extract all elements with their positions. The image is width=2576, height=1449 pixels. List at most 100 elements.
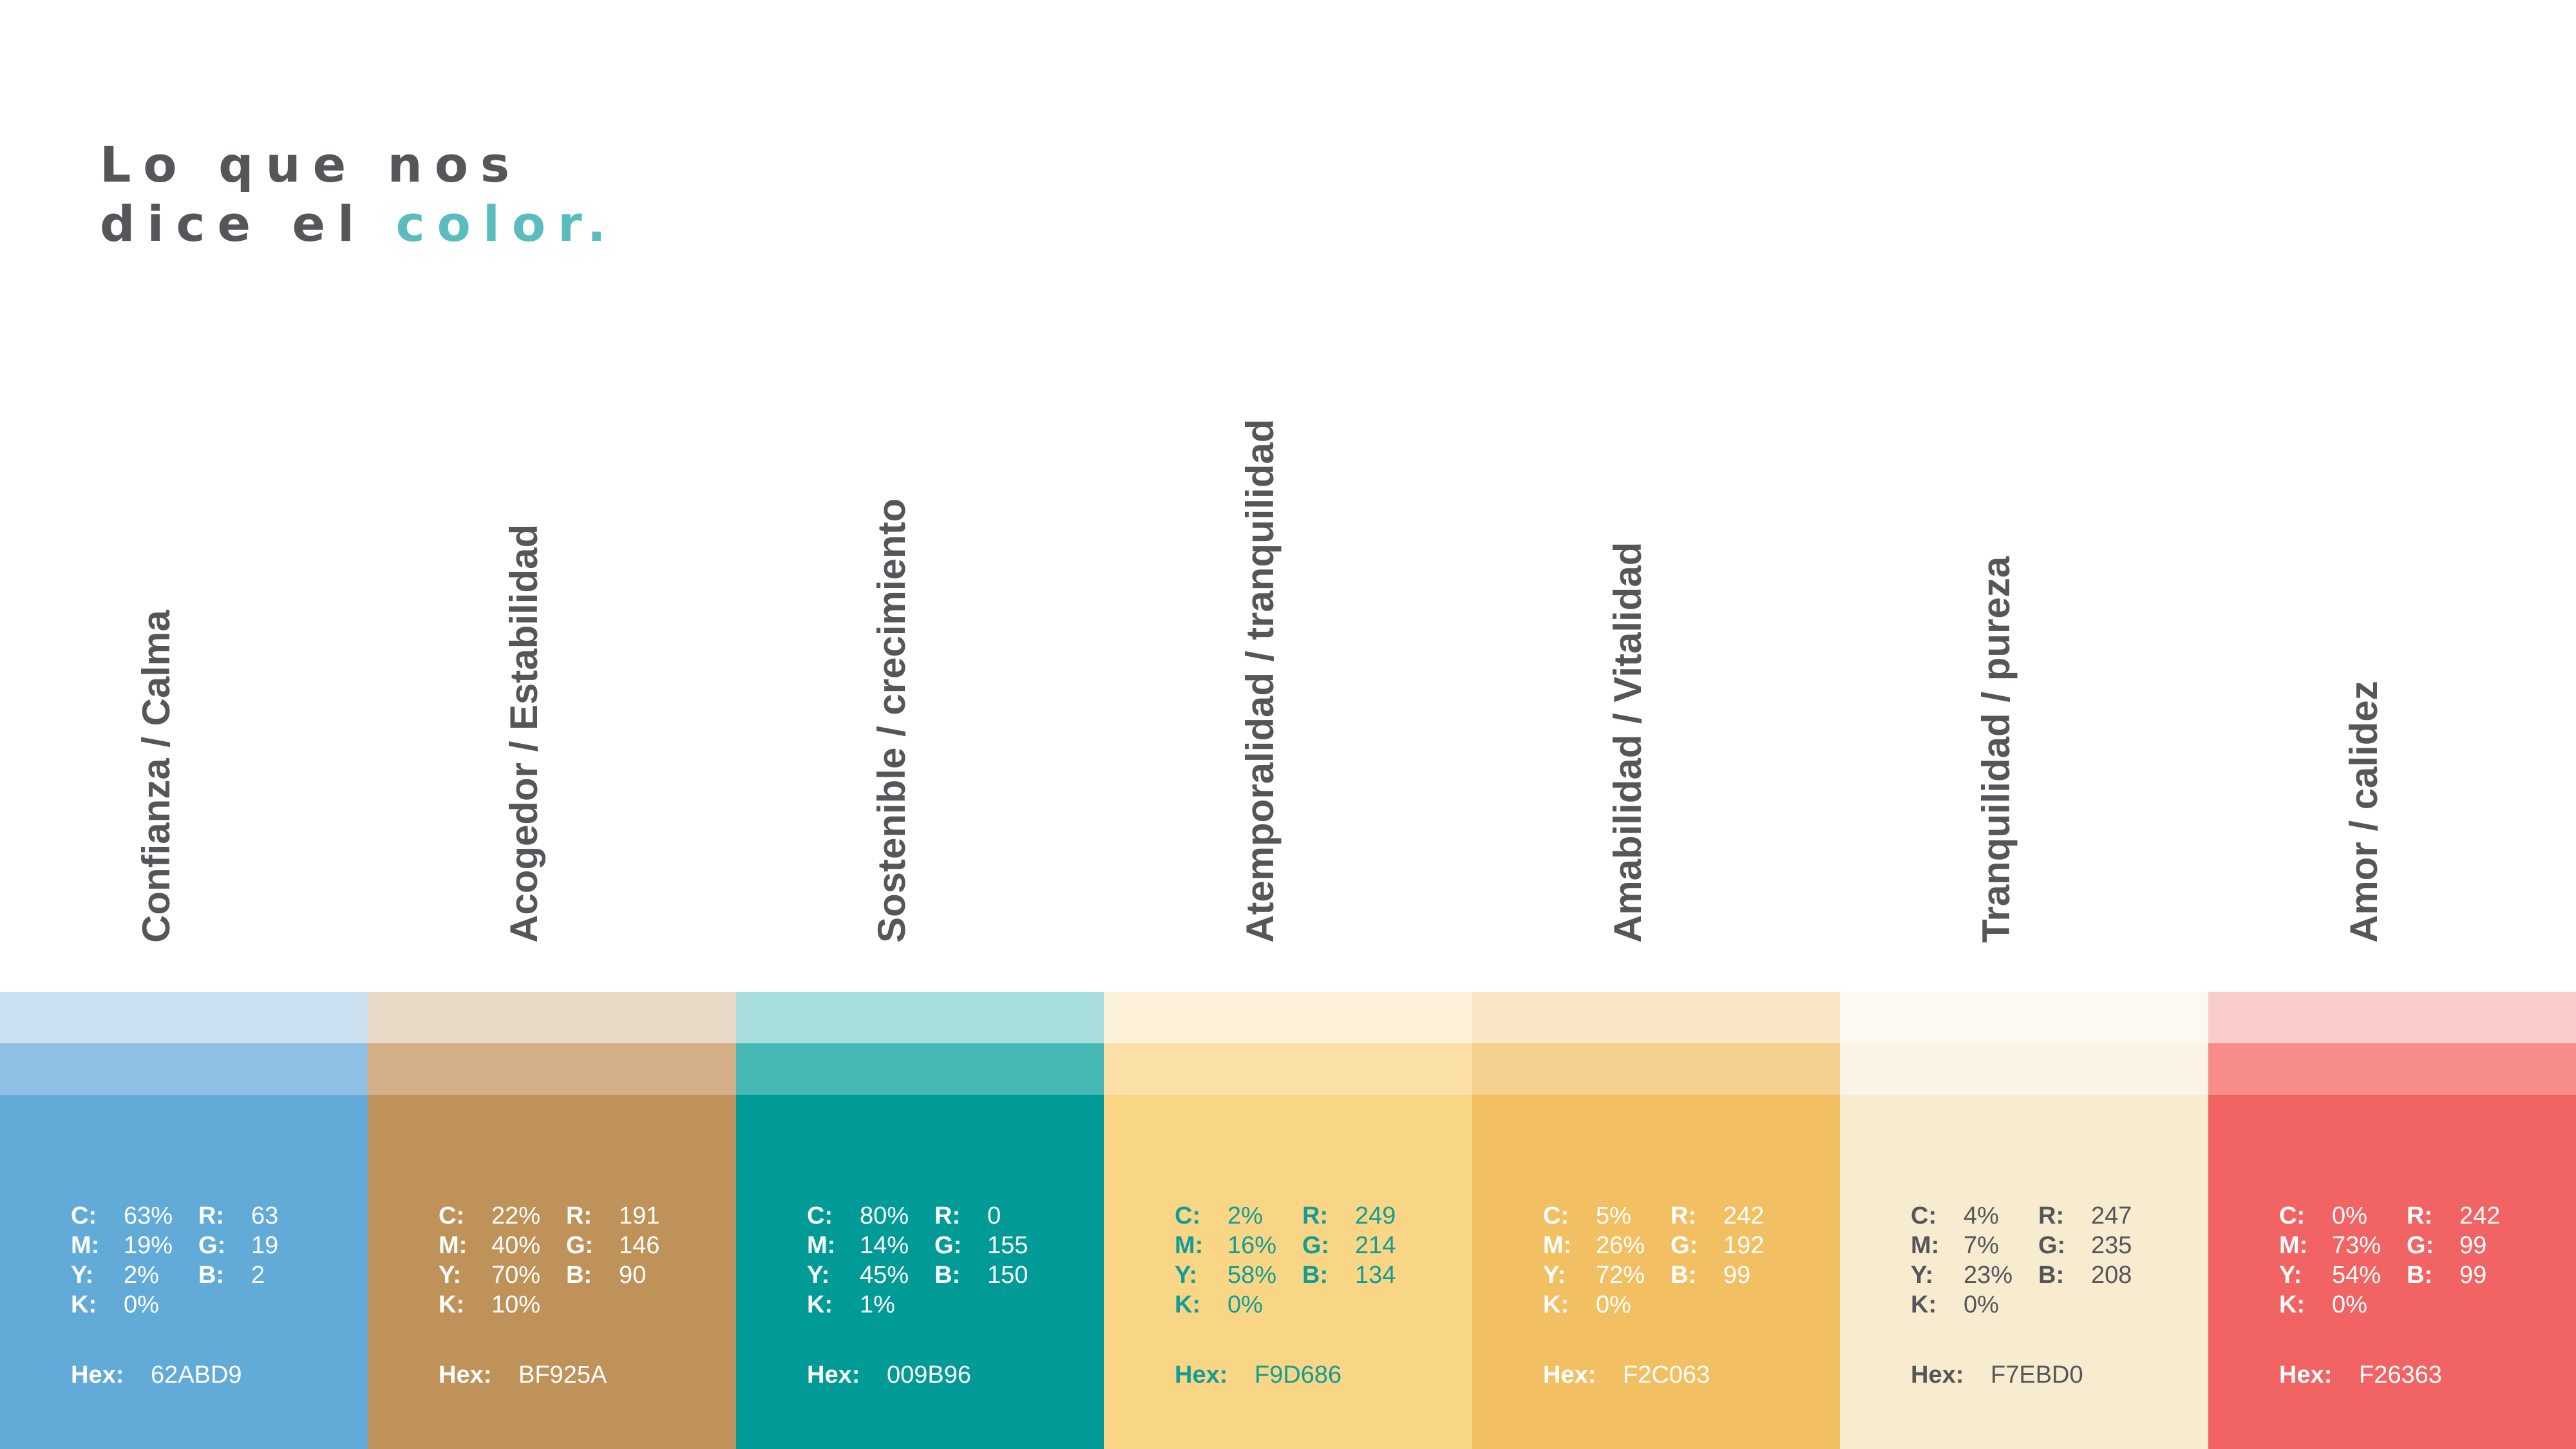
cyan-label: C: [2279, 1202, 2306, 1229]
red-value: 249 [1355, 1202, 1396, 1229]
blue-label: B: [566, 1262, 592, 1289]
spacer [1671, 1290, 1723, 1320]
cmyk-rgb-grid: C: 80% R: 0 M: 14% G: 155 Y: 45% B: 150 K: 1% [807, 1201, 1052, 1320]
title-accent-word: color. [395, 195, 618, 252]
cyan-label: C: [1911, 1202, 1937, 1229]
spacer [619, 1290, 683, 1320]
blue-value: 90 [619, 1262, 647, 1289]
yellow-value: 70% [491, 1262, 541, 1289]
page-title: Lo que nos dice el color. [100, 135, 618, 254]
label-column-2: Acogedor / Estabilidad [368, 0, 735, 953]
yellow-label: Y: [439, 1262, 462, 1289]
spacer [987, 1290, 1052, 1320]
title-line-2-prefix: dice el [100, 195, 396, 252]
magenta-value: 40% [491, 1232, 541, 1259]
hex-code-5: Hex: F2C063 [1543, 1360, 1710, 1390]
magenta-label: M: [439, 1232, 468, 1259]
green-label: G: [2038, 1232, 2066, 1259]
label-column-7: Amor / calidez [2208, 0, 2575, 953]
green-value: 214 [1355, 1232, 1396, 1259]
black-label: K: [1911, 1291, 1937, 1318]
blue-value: 208 [2091, 1262, 2132, 1289]
hex-code-2: Hex: BF925A [439, 1360, 607, 1390]
color-swatch-7 [2208, 992, 2576, 1449]
swatch-base-color [1104, 1095, 1472, 1449]
title-line-1: Lo que nos [100, 136, 522, 193]
red-label: R: [934, 1202, 961, 1229]
color-meaning-label-1: Confianza / Calma [135, 610, 178, 943]
yellow-label: Y: [2279, 1262, 2302, 1289]
green-value: 192 [1723, 1232, 1765, 1259]
black-label: K: [71, 1291, 97, 1318]
green-label: G: [566, 1232, 594, 1259]
magenta-label: M: [1911, 1232, 1940, 1259]
swatch-mid-tint [1472, 1043, 1841, 1095]
spacer [2407, 1290, 2459, 1320]
hex-label: Hex: [1175, 1361, 1228, 1388]
red-label: R: [1302, 1202, 1329, 1229]
green-label: G: [2407, 1232, 2434, 1259]
blue-value: 150 [987, 1262, 1028, 1289]
spacer [2459, 1290, 2524, 1320]
hex-code-1: Hex: 62ABD9 [71, 1360, 242, 1390]
hex-code-3: Hex: 009B96 [807, 1360, 971, 1390]
hex-code-4: Hex: F9D686 [1175, 1360, 1341, 1390]
magenta-value: 73% [2332, 1232, 2382, 1259]
color-values-3: C: 80% R: 0 M: 14% G: 155 Y: 45% B: 150 K: 1% [807, 1201, 1052, 1320]
yellow-value: 45% [860, 1262, 909, 1289]
cyan-label: C: [807, 1202, 833, 1229]
magenta-value: 26% [1596, 1232, 1645, 1259]
hex-value: 009B96 [887, 1361, 972, 1388]
cyan-value: 80% [860, 1202, 909, 1229]
blue-label: B: [934, 1262, 961, 1289]
cyan-value: 63% [124, 1202, 173, 1229]
swatch-mid-tint [2208, 1043, 2576, 1095]
yellow-value: 54% [2332, 1262, 2382, 1289]
green-value: 155 [987, 1232, 1028, 1259]
black-label: K: [1175, 1291, 1201, 1318]
yellow-label: Y: [807, 1262, 830, 1289]
red-label: R: [1671, 1202, 1697, 1229]
blue-value: 99 [2459, 1262, 2487, 1289]
red-value: 247 [2091, 1202, 2132, 1229]
blue-value: 2 [251, 1262, 265, 1289]
spacer [2038, 1290, 2091, 1320]
blue-value: 134 [1355, 1262, 1396, 1289]
red-value: 63 [251, 1202, 279, 1229]
spacer [1302, 1290, 1355, 1320]
yellow-label: Y: [1175, 1262, 1198, 1289]
magenta-label: M: [2279, 1232, 2308, 1259]
color-values-6: C: 4% R: 247 M: 7% G: 235 Y: 23% B: 208 K: 0% [1911, 1201, 2155, 1320]
swatch-base-color [1472, 1095, 1841, 1449]
magenta-value: 19% [124, 1232, 173, 1259]
blue-label: B: [2038, 1262, 2065, 1289]
cmyk-rgb-grid: C: 4% R: 247 M: 7% G: 235 Y: 23% B: 208 K: 0% [1911, 1201, 2155, 1320]
cyan-value: 4% [1964, 1202, 1999, 1229]
green-value: 99 [2459, 1232, 2487, 1259]
color-meaning-label-2: Acogedor / Estabilidad [502, 524, 545, 943]
cyan-label: C: [1175, 1202, 1201, 1229]
swatch-light-tint [1104, 992, 1472, 1043]
label-column-3: Sostenible / crecimiento [735, 0, 1103, 953]
spacer [2091, 1290, 2155, 1320]
yellow-value: 23% [1964, 1262, 2013, 1289]
blue-label: B: [1671, 1262, 1697, 1289]
hex-label: Hex: [1543, 1361, 1596, 1388]
swatch-mid-tint [1104, 1043, 1472, 1095]
black-label: K: [1543, 1291, 1569, 1318]
yellow-value: 2% [124, 1262, 159, 1289]
spacer [1355, 1290, 1419, 1320]
swatch-base-color [1840, 1095, 2208, 1449]
yellow-label: Y: [1543, 1262, 1566, 1289]
color-meaning-label-5: Amabilidad / Vitalidad [1606, 542, 1649, 943]
green-label: G: [1671, 1232, 1698, 1259]
swatch-light-tint [1472, 992, 1841, 1043]
swatch-base-color [735, 1095, 1104, 1449]
green-value: 235 [2091, 1232, 2132, 1259]
color-swatch-1 [0, 992, 368, 1449]
red-label: R: [198, 1202, 225, 1229]
cmyk-rgb-grid: C: 5% R: 242 M: 26% G: 192 Y: 72% B: 99 K: 0% [1543, 1201, 1788, 1320]
black-label: K: [2279, 1291, 2306, 1318]
green-label: G: [1302, 1232, 1330, 1259]
cmyk-rgb-grid: C: 63% R: 63 M: 19% G: 19 Y: 2% B: 2 K: 0% [71, 1201, 316, 1320]
